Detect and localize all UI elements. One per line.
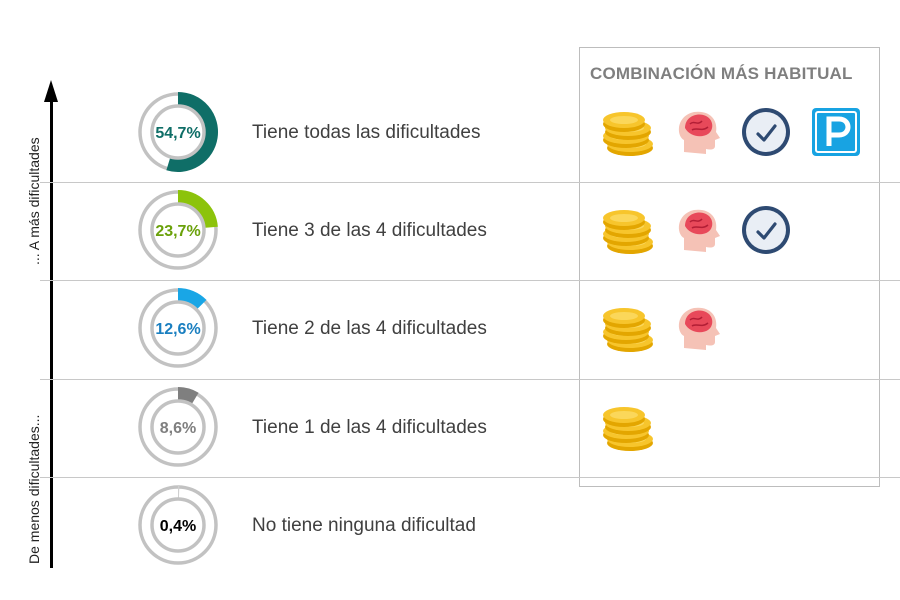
axis-arrowhead (44, 80, 58, 102)
donut-chart: 0,4% (138, 484, 218, 565)
combination-icons (598, 300, 724, 356)
category-row: 0,4% No tiene ninguna dificultad (0, 478, 900, 576)
clock-icon (742, 108, 790, 156)
coins-icon (603, 308, 653, 352)
donut-inner-ring (150, 202, 206, 258)
donut-segment (177, 387, 199, 405)
donut-inner-ring (150, 300, 206, 356)
donut-inner-ring (150, 104, 206, 160)
donut-inner-ring (150, 399, 206, 455)
category-row: 23,7% Tiene 3 de las 4 dificultades (0, 183, 900, 281)
donut-chart: 8,6% (138, 387, 218, 467)
row-divider (40, 182, 900, 183)
brain-icon (678, 111, 720, 154)
donut-chart: 54,7% (138, 92, 218, 172)
donut-track (138, 190, 218, 270)
parking-icon (812, 108, 860, 156)
row-divider (40, 477, 900, 478)
difficulty-axis: ... A más dificultades De menos dificult… (14, 80, 74, 570)
clock-icon (742, 206, 790, 254)
coins-icon (603, 112, 653, 156)
category-label: No tiene ninguna dificultad (252, 515, 476, 536)
donut-value-label: 8,6% (160, 420, 196, 437)
combination-icons (598, 202, 794, 258)
donut-value-label: 54,7% (155, 125, 200, 142)
combination-header: COMBINACIÓN MÁS HABITUAL (590, 64, 853, 83)
donut-inner-ring (150, 497, 206, 553)
donut-segment (177, 190, 218, 229)
brain-icon (678, 307, 720, 350)
combination-icons (598, 104, 864, 160)
combination-panel (579, 47, 880, 487)
axis-line (50, 98, 53, 568)
coins-icon (603, 407, 653, 451)
donut-segment (166, 92, 218, 172)
category-row: 8,6% Tiene 1 de las 4 dificultades (0, 380, 900, 478)
category-label: Tiene 3 de las 4 dificultades (252, 220, 487, 241)
category-label: Tiene 1 de las 4 dificultades (252, 417, 487, 438)
row-divider (40, 379, 900, 380)
brain-icon (678, 209, 720, 252)
donut-chart: 12,6% (138, 288, 218, 368)
donut-value-label: 0,4% (160, 518, 196, 535)
category-label: Tiene 2 de las 4 dificultades (252, 318, 487, 339)
donut-value-label: 12,6% (155, 321, 200, 338)
donut-value-label: 23,7% (155, 223, 200, 240)
row-divider (40, 280, 900, 281)
category-label: Tiene todas las dificultades (252, 122, 481, 143)
combination-icons (598, 399, 654, 455)
donut-segment (177, 288, 207, 311)
category-row: 54,7% Tiene todas las dificultades (0, 85, 900, 183)
category-row: 12,6% Tiene 2 de las 4 dificultades (0, 281, 900, 379)
donut-chart: 23,7% (138, 190, 218, 270)
coins-icon (603, 210, 653, 254)
